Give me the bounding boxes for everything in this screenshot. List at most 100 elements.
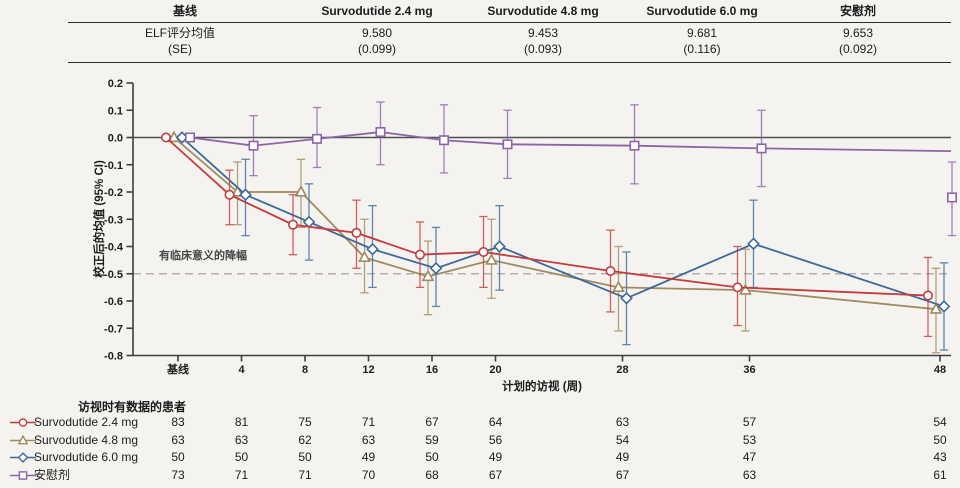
x-tick-label: 20 xyxy=(489,364,501,376)
square-marker xyxy=(185,132,196,143)
top-table-header-2: Survodutide 4.8 mg xyxy=(487,4,599,18)
circle-marker xyxy=(414,249,425,260)
circle-marker xyxy=(732,282,743,293)
patient-count: 53 xyxy=(742,432,757,447)
elf-row-label-line1: ELF评分均值 xyxy=(144,26,216,40)
circle-marker xyxy=(922,290,933,301)
square-marker xyxy=(438,135,449,146)
circle-marker xyxy=(161,132,172,143)
patient-count: 71 xyxy=(361,415,376,429)
x-tick-label: 28 xyxy=(616,364,628,376)
patient-count: 68 xyxy=(425,467,439,482)
elf-se-value-3: (0.092) xyxy=(838,42,878,56)
square-marker xyxy=(311,133,322,144)
x-tick-label: 36 xyxy=(743,364,755,376)
circle-marker xyxy=(478,246,489,257)
top-table-header-4: 安慰剂 xyxy=(839,4,877,18)
patient-count: 83 xyxy=(171,415,185,429)
elf-mean-value-2: 9.681 xyxy=(686,26,718,40)
top-table-header-0: 基线 xyxy=(172,4,198,18)
triangle-marker xyxy=(231,185,244,197)
x-tick-label: 基线 xyxy=(166,362,189,376)
circle-marker xyxy=(287,219,298,230)
patient-count: 50 xyxy=(425,450,439,464)
patient-count: 54 xyxy=(615,432,630,447)
y-tick-label: 0.2 xyxy=(108,78,123,90)
square-marker xyxy=(248,140,259,151)
patient-count: 71 xyxy=(234,467,249,482)
diamond-marker xyxy=(366,242,379,256)
patient-count: 50 xyxy=(298,450,312,464)
patient-count: 59 xyxy=(425,432,439,447)
square-marker xyxy=(946,192,957,203)
y-tick-label: -0.1 xyxy=(104,160,123,172)
diamond-marker xyxy=(429,261,443,275)
patient-count: 43 xyxy=(933,450,947,464)
y-tick-label: 0.1 xyxy=(108,105,123,117)
x-tick-label: 12 xyxy=(362,364,374,376)
triangle-marker xyxy=(294,185,308,197)
patient-count: 54 xyxy=(933,415,947,429)
circle-legend-icon xyxy=(10,418,36,427)
patient-count: 67 xyxy=(488,467,503,482)
square-marker xyxy=(629,140,640,151)
placebo-line xyxy=(189,131,952,153)
patient-count: 67 xyxy=(425,415,439,429)
patient-count: 49 xyxy=(615,450,630,464)
top-table-header-1: Survodutide 2.4 mg xyxy=(321,4,433,18)
threshold-label: 有临床意义的降幅 xyxy=(159,248,247,262)
diamond-marker xyxy=(620,291,633,305)
triangle-marker xyxy=(358,250,371,263)
patient-count: 57 xyxy=(742,415,757,429)
y-tick-label: -0.3 xyxy=(104,214,123,226)
patient-count: 47 xyxy=(742,450,757,464)
diamond-legend-icon xyxy=(10,452,36,463)
diamond-marker xyxy=(747,237,760,251)
series-label-placebo: 安慰剂 xyxy=(34,467,71,482)
triangle-marker xyxy=(929,302,943,314)
elf-row-label-line2: (SE) xyxy=(168,42,192,56)
patient-count: 63 xyxy=(742,467,757,482)
y-tick-label: -0.8 xyxy=(104,351,123,363)
circle-marker xyxy=(351,227,362,238)
patient-count: 50 xyxy=(171,450,185,464)
patient-count: 49 xyxy=(488,450,503,464)
circle-marker xyxy=(605,266,616,277)
top-table-header-3: Survodutide 6.0 mg xyxy=(646,4,758,18)
patient-count: 49 xyxy=(361,450,376,464)
patient-count: 75 xyxy=(298,415,312,429)
y-tick-label: -0.2 xyxy=(104,187,123,199)
triangle-marker xyxy=(739,283,752,295)
x-tick-label: 8 xyxy=(302,364,308,376)
x-tick-label: 16 xyxy=(426,364,438,376)
patient-count: 63 xyxy=(361,432,376,447)
patient-count: 50 xyxy=(234,450,249,464)
triangle-marker xyxy=(421,269,435,282)
square-legend-icon xyxy=(10,470,36,480)
y-tick-label: -0.7 xyxy=(104,323,123,335)
elf-mean-value-0: 9.580 xyxy=(361,26,393,40)
x-tick-label: 4 xyxy=(238,364,245,376)
triangle-marker xyxy=(485,253,498,265)
diamond-marker xyxy=(239,188,252,202)
y-axis-title: 校正后的均值 (95% CI) xyxy=(92,160,106,278)
diamond-marker xyxy=(937,300,951,313)
table-rule-top xyxy=(68,22,951,23)
elf-se-value-0: (0.099) xyxy=(357,42,397,56)
patient-count: 63 xyxy=(615,415,630,429)
elf-se-value-2: (0.116) xyxy=(683,42,721,56)
patient-count: 71 xyxy=(298,467,312,482)
x-axis-title: 计划的访视 (周) xyxy=(502,379,582,393)
circle-marker xyxy=(224,189,235,200)
patient-count: 67 xyxy=(615,467,630,482)
elf-mean-value-1: 9.453 xyxy=(527,26,559,40)
triangle-legend-icon xyxy=(10,434,36,444)
square-marker xyxy=(756,143,767,154)
y-tick-label: 0.0 xyxy=(108,133,123,145)
patient-count: 73 xyxy=(171,467,185,482)
triangle-marker xyxy=(612,280,625,292)
patient-count: 50 xyxy=(933,432,947,447)
series-surv24 xyxy=(161,132,933,338)
